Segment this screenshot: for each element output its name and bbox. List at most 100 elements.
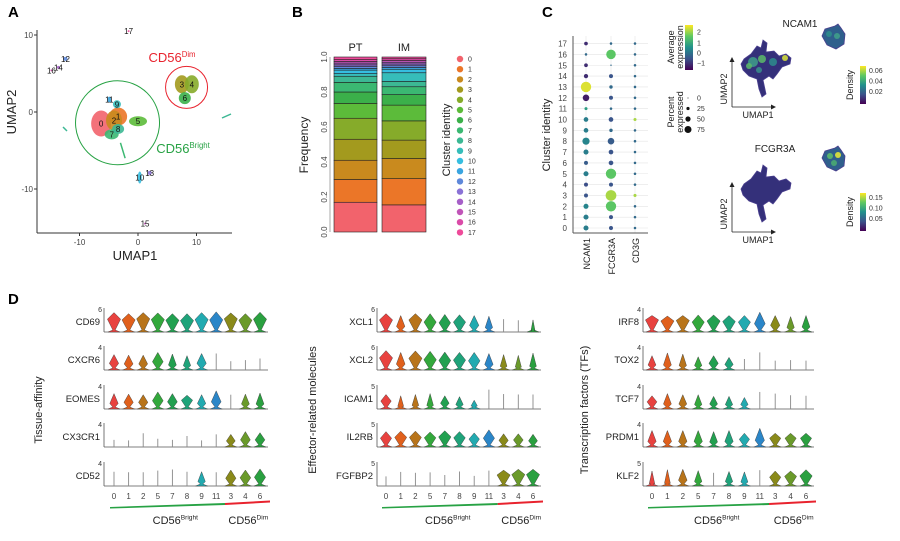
density-hotspot: [835, 152, 841, 158]
umap-cluster-4: [184, 75, 199, 94]
violin-IRF8-cluster-3: [769, 315, 782, 333]
violin-IRF8-cluster-11: [753, 312, 766, 333]
umap-cluster-label: 2: [112, 116, 117, 125]
density-main-cluster-FCGR3A: [740, 164, 792, 223]
violin-PRDM1-cluster-9: [738, 433, 751, 448]
dot-NCAM1-cluster-8: [582, 137, 590, 145]
violin-IRF8-cluster-9: [738, 315, 751, 333]
density-tick: 0.15: [869, 195, 883, 202]
violin-cluster-tick: 0: [650, 492, 655, 501]
legend-label: 11: [468, 169, 475, 176]
violin-gene-label: IL2RB: [347, 432, 373, 443]
dot-CD3G-cluster-8: [633, 139, 637, 143]
violin-cluster-tick: 11: [212, 492, 221, 501]
density-x-label: UMAP1: [742, 235, 773, 245]
violin-CD52-cluster-3: [224, 469, 237, 487]
violin-IL2RB-cluster-11: [482, 429, 496, 448]
bar-segment-IM-cluster-0: [381, 204, 427, 233]
umap-cluster-6: [178, 92, 191, 105]
legend-label: 10: [468, 159, 476, 166]
cd56-dim-annotation: CD56Dim: [148, 50, 195, 65]
bar-segment-PT-cluster-4: [333, 117, 378, 140]
violin-PRDM1-cluster-7: [707, 431, 720, 448]
dot-FCGR3A-cluster-0: [609, 226, 613, 230]
violin-CD69-cluster-7: [165, 313, 180, 333]
dotplot-y-tick: 5: [563, 170, 568, 179]
violin-CD52-cluster-9: [195, 471, 208, 487]
violin-KLF2-cluster-6: [799, 469, 813, 487]
bar-segment-IM-cluster-3: [381, 139, 427, 159]
violin-XCL2-cluster-3: [497, 354, 510, 371]
violin-y-max: 5: [371, 422, 375, 429]
legend-swatch-cluster-13: [456, 188, 464, 195]
density-tick: 0.06: [869, 68, 883, 75]
frequency-y-label: Frequency: [297, 117, 311, 174]
dotplot-y-tick: 0: [563, 224, 568, 233]
panel-label-b: B: [292, 4, 303, 21]
bar-segment-IM-cluster-1: [381, 178, 427, 206]
violin-CD52-cluster-6: [253, 468, 267, 487]
violin-IL2RB-cluster-7: [438, 430, 452, 448]
dot-NCAM1-cluster-12: [582, 94, 590, 102]
density-dim-shape: [821, 145, 846, 172]
percent-expressed-swatch: [687, 97, 689, 99]
violin-CX3CR1-cluster-6: [253, 432, 267, 448]
violin-cluster-tick: 4: [788, 492, 793, 501]
cd56-dim-label-superscript: Dim: [257, 515, 269, 522]
violin-TOX2-cluster-5: [692, 356, 705, 371]
density-y-label: UMAP2: [719, 198, 729, 229]
violin-TCF7-cluster-0: [645, 395, 659, 410]
violin-y-max: 4: [98, 384, 102, 391]
violin-PRDM1-cluster-1: [661, 430, 674, 448]
dot-FCGR3A-cluster-8: [607, 137, 615, 145]
violin-PRDM1-cluster-6: [799, 433, 813, 448]
umap-cluster-label: 12: [61, 55, 70, 64]
violin-y-max: 4: [637, 307, 641, 314]
violin-cluster-tick: 0: [112, 492, 117, 501]
density-colorbar: [860, 66, 866, 104]
violin-CD69-cluster-5: [151, 312, 165, 333]
umap-cluster-label: 15: [141, 220, 150, 229]
violin-XCL1-cluster-1: [394, 315, 407, 333]
bar-segment-PT-cluster-17: [333, 56, 378, 60]
violin-cluster-tick: 5: [428, 492, 433, 501]
dot-CD3G-cluster-4: [633, 183, 637, 186]
legend-swatch-cluster-12: [456, 178, 464, 185]
dot-FCGR3A-cluster-4: [609, 182, 613, 187]
dotplot-y-tick: 2: [563, 202, 568, 211]
violin-cluster-tick: 1: [126, 492, 131, 501]
density-hotspot: [827, 153, 833, 159]
violin-cluster-tick: 7: [170, 492, 175, 501]
umap-cluster-label: 13: [145, 169, 154, 178]
violin-IRF8-cluster-5: [691, 314, 705, 333]
bar-segment-PT-cluster-0: [333, 201, 378, 233]
violin-y-max: 4: [98, 461, 102, 468]
violin-XCL1-cluster-0: [379, 313, 393, 333]
violin-cluster-tick: 2: [413, 492, 418, 501]
violin-XCL1-cluster-6: [526, 319, 540, 333]
dot-FCGR3A-cluster-15: [610, 64, 612, 66]
dot-FCGR3A-cluster-12: [609, 95, 613, 100]
percent-expressed-swatch: [686, 106, 690, 111]
density-main-shape: [740, 164, 792, 223]
average-expression-title: expression: [675, 25, 685, 69]
violin-cluster-tick: 4: [516, 492, 521, 501]
violin-ICAM1-cluster-0: [379, 394, 393, 410]
umap-cluster-label: 6: [183, 94, 188, 103]
violin-IL2RB-cluster-1: [394, 430, 407, 448]
dot-CD3G-cluster-12: [633, 96, 637, 100]
density-tick: 0.04: [869, 79, 883, 86]
density-hotspot: [746, 63, 752, 69]
violin-PRDM1-cluster-5: [692, 430, 705, 448]
violin-cluster-tick: 2: [141, 492, 146, 501]
violin-EOMES-cluster-11: [210, 390, 223, 410]
violin-PRDM1-cluster-3: [769, 433, 782, 448]
cd56-dim-label: CD56Dim: [774, 515, 814, 527]
umap-cluster-8: [112, 123, 125, 134]
cd56-dim-label: CD56Dim: [228, 515, 268, 527]
legend-swatch-cluster-8: [456, 137, 464, 144]
violin-IRF8-cluster-1: [660, 315, 675, 333]
violin-KLF2-cluster-5: [692, 470, 705, 487]
violin-KLF2-cluster-9: [738, 471, 751, 487]
violin-CXCR6-cluster-8: [180, 355, 194, 371]
